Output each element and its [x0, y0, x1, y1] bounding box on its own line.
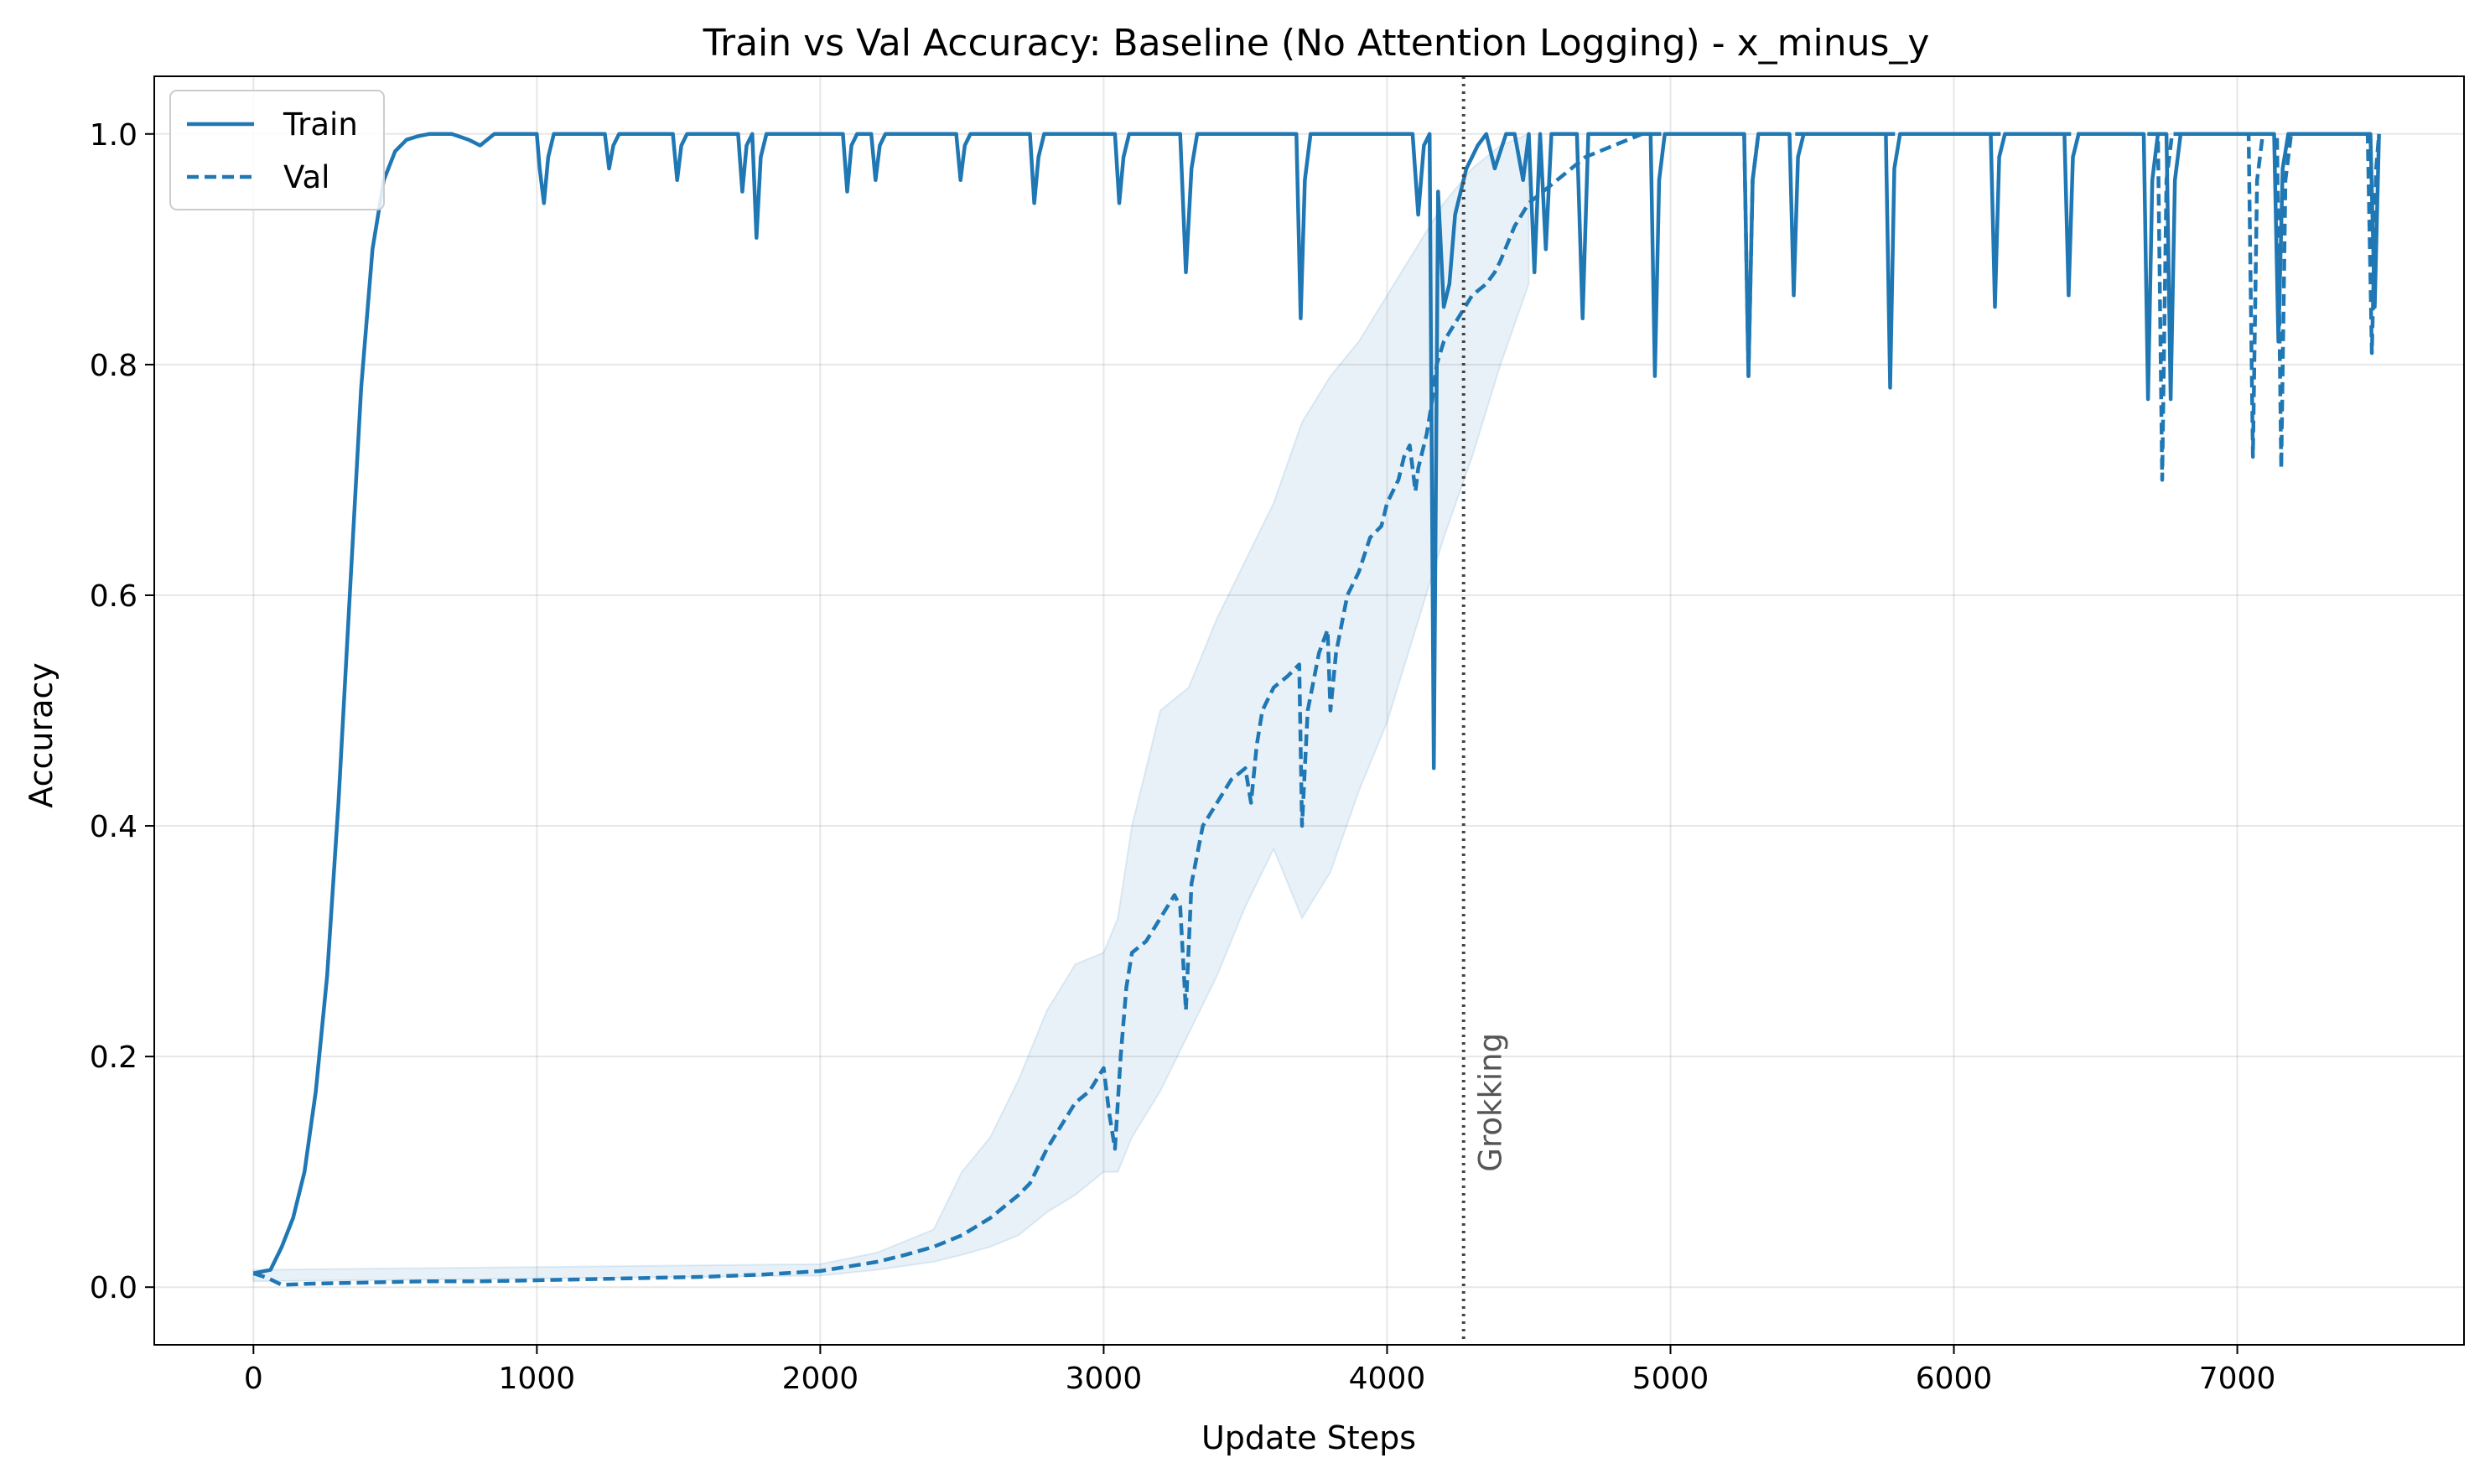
series-line-val — [252, 132, 2381, 1287]
grokking-annotation: Grokking — [1461, 76, 1509, 1345]
x-tick-label: 5000 — [1632, 1362, 1709, 1396]
legend-label-val: Val — [283, 159, 329, 195]
x-tick-label: 7000 — [2199, 1362, 2276, 1396]
plot-frame — [153, 75, 2465, 1346]
x-tick-label: 3000 — [1066, 1362, 1143, 1396]
val-confidence-band — [252, 132, 1530, 1283]
series-lines — [252, 132, 2381, 1287]
x-tick-label: 4000 — [1349, 1362, 1426, 1396]
y-tick-label: 0.8 — [90, 349, 137, 383]
legend-box — [169, 90, 385, 210]
legend: Train Val — [169, 90, 385, 210]
val-band-area — [252, 132, 1530, 1283]
y-tick-label: 0.0 — [90, 1271, 137, 1305]
y-tick-label: 1.0 — [90, 118, 137, 153]
x-tick-label: 0 — [244, 1362, 263, 1396]
x-tick-label: 1000 — [499, 1362, 576, 1396]
grokking-label: Grokking — [1473, 1033, 1509, 1172]
x-tick-label: 6000 — [1916, 1362, 1993, 1396]
axis-ticks: 0 1000 2000 3000 4000 5000 6000 7000 0.0 0.2 0.4 0.… — [90, 118, 2276, 1396]
chart-title: Train vs Val Accuracy: Baseline (No Atte… — [703, 22, 1930, 65]
y-tick-label: 0.6 — [90, 579, 137, 614]
legend-label-train: Train — [283, 106, 358, 143]
x-axis-label: Update Steps — [1201, 1419, 1416, 1456]
x-tick-label: 2000 — [782, 1362, 859, 1396]
y-axis-label: Accuracy — [23, 662, 60, 808]
y-tick-label: 0.4 — [90, 810, 137, 844]
y-tick-label: 0.2 — [90, 1040, 137, 1075]
